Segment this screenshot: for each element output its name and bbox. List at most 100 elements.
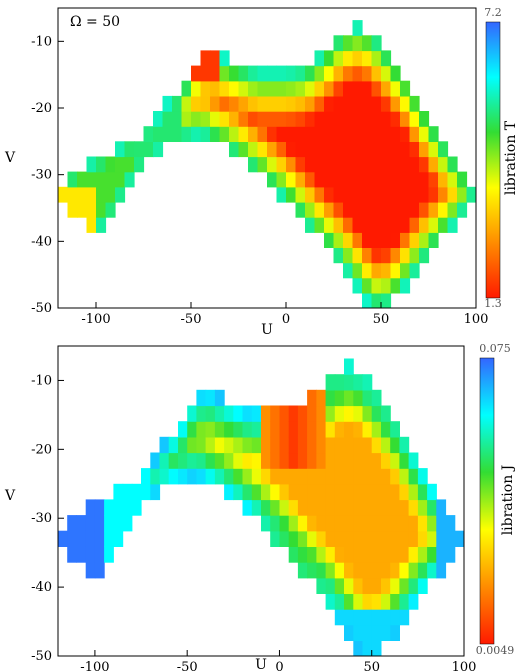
heatmap-cell (362, 292, 373, 308)
heatmap-cell (305, 65, 316, 82)
heatmap-cell (286, 171, 297, 188)
heatmap-cell (316, 468, 327, 485)
heatmap-cell (324, 111, 335, 127)
heatmap-cell (257, 156, 268, 173)
heatmap-cell (334, 483, 345, 501)
bottom-plot-frame (57, 345, 465, 657)
heatmap-cell (314, 111, 325, 127)
heatmap-cell (238, 80, 249, 97)
top-colorbar (485, 21, 501, 299)
heatmap-cell (371, 186, 382, 203)
heatmap-cell (276, 141, 287, 158)
heatmap-cell (344, 515, 354, 532)
x-tick-label: -50 (181, 312, 202, 327)
heatmap-cell (279, 483, 290, 501)
heatmap-cell (295, 65, 306, 82)
x-tick-label: 0 (282, 312, 290, 327)
heatmap-cell (229, 65, 240, 82)
heatmap-cell (362, 499, 373, 516)
heatmap-cell (371, 452, 382, 469)
heatmap-cell (334, 374, 345, 391)
heatmap-cell (445, 515, 456, 532)
heatmap-cell (362, 111, 373, 127)
heatmap-cell (381, 468, 391, 485)
heatmap-cell (187, 421, 197, 438)
heatmap-cell (224, 405, 234, 422)
top-panel: -100 -50 0 50 100-10-20-30-40-50 Ω = 50 U V … (4, 6, 519, 338)
heatmap-cell (316, 562, 327, 579)
heatmap-cell (307, 515, 317, 532)
heatmap-cell (224, 452, 234, 469)
heatmap-cell (214, 421, 225, 438)
heatmap-cell (445, 546, 456, 563)
heatmap-cell (134, 141, 145, 158)
heatmap-cell (334, 562, 345, 579)
heatmap-cell (187, 436, 197, 454)
heatmap-cell (210, 65, 221, 82)
heatmap-cell (238, 65, 249, 82)
heatmap-cell (276, 186, 287, 203)
heatmap-cell (427, 499, 437, 516)
heatmap-cell (381, 593, 391, 610)
heatmap-cell (438, 217, 449, 233)
heatmap-cell (316, 483, 327, 501)
heatmap-cell (314, 50, 325, 67)
heatmap-cell (333, 156, 344, 173)
heatmap-cell (77, 171, 88, 188)
heatmap-cell (297, 468, 308, 485)
heatmap-cell (343, 111, 354, 127)
heatmap-cell (94, 515, 105, 532)
heatmap-cell (333, 126, 344, 142)
heatmap-cell (316, 421, 327, 438)
heatmap-cell (362, 452, 373, 469)
heatmap-cell (381, 483, 391, 501)
heatmap-cell (353, 483, 364, 501)
heatmap-cell (105, 186, 116, 203)
heatmap-cell (344, 421, 354, 438)
heatmap-cell (219, 65, 230, 82)
heatmap-cell (390, 201, 401, 218)
x-tick-label: 100 (464, 312, 489, 327)
heatmap-cell (371, 247, 382, 264)
heatmap-cell (457, 186, 468, 203)
heatmap-cell (168, 436, 179, 454)
heatmap-cell (400, 171, 411, 188)
heatmap-cell (408, 562, 419, 579)
heatmap-cell (371, 50, 382, 67)
heatmap-cell (307, 421, 317, 438)
heatmap-cell (334, 609, 345, 626)
heatmap-cell (270, 483, 280, 501)
heatmap-cell (381, 171, 392, 188)
heatmap-cell (86, 171, 97, 188)
heatmap-cell (162, 111, 173, 127)
heatmap-cell (124, 156, 135, 173)
heatmap-cell (314, 141, 325, 158)
heatmap-cell (371, 65, 382, 82)
heatmap-cell (390, 262, 401, 279)
heatmap-cell (436, 515, 447, 532)
heatmap-cell (162, 95, 173, 112)
heatmap-cell (362, 65, 373, 82)
heatmap-cell (381, 141, 392, 158)
heatmap-cell (305, 171, 316, 188)
x-tick-label: -100 (80, 660, 109, 672)
heatmap-cell (178, 468, 188, 485)
heatmap-cell (427, 546, 437, 563)
heatmap-cell (94, 546, 105, 563)
heatmap-cell (267, 80, 278, 97)
heatmap-cell (409, 262, 420, 279)
heatmap-cell (305, 95, 316, 112)
heatmap-cell (96, 186, 107, 203)
heatmap-cell (324, 95, 335, 112)
heatmap-cell (399, 483, 410, 501)
heatmap-cell (400, 80, 411, 97)
heatmap-cell (344, 624, 354, 641)
heatmap-cell (419, 186, 430, 203)
heatmap-cell (316, 577, 327, 594)
heatmap-cell (76, 530, 87, 547)
heatmap-cell (371, 262, 382, 279)
heatmap-cell (408, 593, 419, 610)
heatmap-cell (352, 201, 363, 218)
heatmap-cell (419, 111, 430, 127)
heatmap-cell (343, 50, 354, 67)
